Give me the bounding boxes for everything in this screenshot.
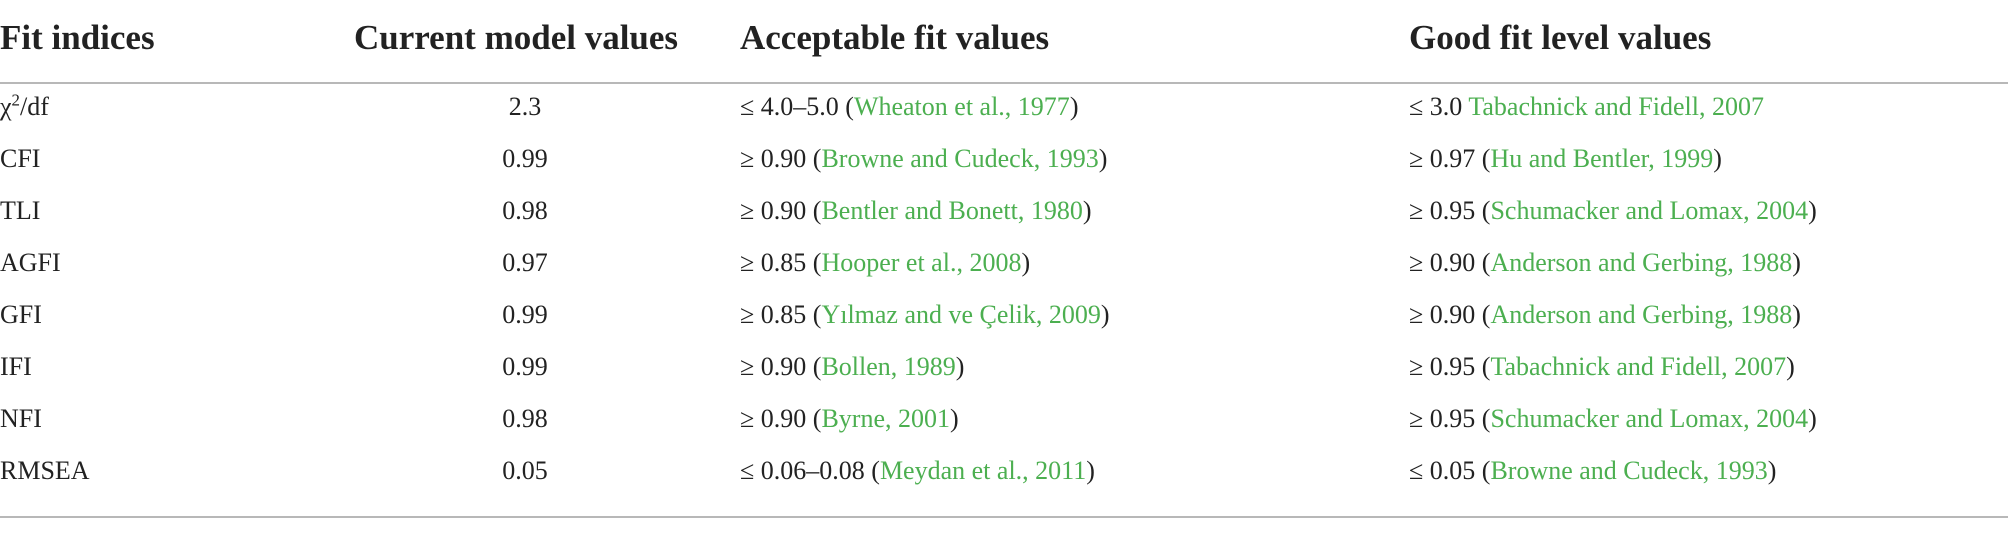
good-threshold: ≥ 0.90 ( bbox=[1409, 248, 1491, 277]
good-reference-link[interactable]: Tabachnick and Fidell, 2007 bbox=[1468, 92, 1764, 121]
acceptable-fit-value: ≥ 0.90 (Byrne, 2001) bbox=[740, 398, 959, 450]
table-body: χ2/df 2.3 ≤ 4.0–5.0 (Wheaton et al., 197… bbox=[0, 86, 2008, 502]
acceptable-close-paren: ) bbox=[1086, 456, 1095, 485]
fit-index-name: RMSEA bbox=[0, 456, 90, 485]
good-threshold: ≥ 0.90 ( bbox=[1409, 300, 1491, 329]
acceptable-reference-link[interactable]: Bollen, 1989 bbox=[821, 352, 956, 381]
good-fit-value: ≥ 0.90 (Anderson and Gerbing, 1988) bbox=[1409, 294, 1801, 346]
fit-index-name: GFI bbox=[0, 300, 42, 329]
header-good-fit-level-values: Good fit level values bbox=[1409, 18, 1712, 57]
good-close-paren: ) bbox=[1786, 352, 1795, 381]
good-close-paren: ) bbox=[1792, 300, 1801, 329]
fit-index-name: χ2/df bbox=[0, 86, 49, 138]
current-model-value: 0.99 bbox=[502, 352, 548, 381]
good-reference-link[interactable]: Hu and Bentler, 1999 bbox=[1490, 144, 1714, 173]
header-fit-indices: Fit indices bbox=[0, 18, 155, 57]
table-row: GFI 0.99 ≥ 0.85 (Yılmaz and ve Çelik, 20… bbox=[0, 294, 2008, 346]
acceptable-threshold: ≤ 0.06–0.08 ( bbox=[740, 456, 880, 485]
table-row: AGFI 0.97 ≥ 0.85 (Hooper et al., 2008) ≥… bbox=[0, 242, 2008, 294]
good-fit-value: ≥ 0.95 (Schumacker and Lomax, 2004) bbox=[1409, 398, 1817, 450]
table-row: NFI 0.98 ≥ 0.90 (Byrne, 2001) ≥ 0.95 (Sc… bbox=[0, 398, 2008, 450]
good-close-paren: ) bbox=[1767, 456, 1777, 485]
good-threshold: ≤ 0.05 ( bbox=[1409, 456, 1491, 485]
good-reference-link[interactable]: Browne and Cudeck, 1993 bbox=[1490, 456, 1768, 485]
fit-index-name: AGFI bbox=[0, 248, 61, 277]
acceptable-fit-value: ≤ 4.0–5.0 (Wheaton et al., 1977) bbox=[740, 86, 1078, 138]
acceptable-close-paren: ) bbox=[949, 404, 959, 433]
good-fit-value: ≥ 0.95 (Schumacker and Lomax, 2004) bbox=[1409, 190, 1817, 242]
good-threshold: ≥ 0.95 ( bbox=[1409, 352, 1491, 381]
good-close-paren: ) bbox=[1808, 404, 1817, 433]
fit-index-name: NFI bbox=[0, 404, 42, 433]
fit-index-name: IFI bbox=[0, 352, 32, 381]
acceptable-close-paren: ) bbox=[1098, 144, 1108, 173]
good-threshold: ≥ 0.97 ( bbox=[1409, 144, 1491, 173]
good-close-paren: ) bbox=[1713, 144, 1722, 173]
table-header-row: Fit indices Current model values Accepta… bbox=[0, 0, 2008, 84]
acceptable-reference-link[interactable]: Byrne, 2001 bbox=[821, 404, 950, 433]
good-threshold: ≥ 0.95 ( bbox=[1409, 196, 1491, 225]
good-threshold: ≥ 0.95 ( bbox=[1409, 404, 1491, 433]
current-model-value: 0.99 bbox=[502, 144, 548, 173]
acceptable-fit-value: ≥ 0.85 (Yılmaz and ve Çelik, 2009) bbox=[740, 294, 1110, 346]
table-row: RMSEA 0.05 ≤ 0.06–0.08 (Meydan et al., 2… bbox=[0, 450, 2008, 502]
acceptable-close-paren: ) bbox=[1069, 92, 1079, 121]
acceptable-threshold: ≥ 0.90 ( bbox=[740, 196, 822, 225]
good-reference-link[interactable]: Schumacker and Lomax, 2004 bbox=[1490, 404, 1809, 433]
good-close-paren: ) bbox=[1808, 196, 1817, 225]
acceptable-threshold: ≥ 0.85 ( bbox=[740, 300, 822, 329]
current-model-value: 0.99 bbox=[502, 300, 548, 329]
acceptable-reference-link[interactable]: Yılmaz and ve Çelik, 2009 bbox=[821, 300, 1101, 329]
acceptable-fit-value: ≥ 0.90 (Browne and Cudeck, 1993) bbox=[740, 138, 1107, 190]
fit-index-superscript: 2 bbox=[11, 90, 20, 110]
acceptable-close-paren: ) bbox=[1021, 248, 1031, 277]
current-model-value: 0.97 bbox=[502, 248, 548, 277]
acceptable-reference-link[interactable]: Bentler and Bonett, 1980 bbox=[821, 196, 1083, 225]
good-reference-link[interactable]: Tabachnick and Fidell, 2007 bbox=[1490, 352, 1787, 381]
fit-index-name: CFI bbox=[0, 144, 41, 173]
acceptable-fit-value: ≥ 0.90 (Bentler and Bonett, 1980) bbox=[740, 190, 1092, 242]
acceptable-close-paren: ) bbox=[1082, 196, 1092, 225]
acceptable-reference-link[interactable]: Hooper et al., 2008 bbox=[821, 248, 1022, 277]
acceptable-threshold: ≥ 0.85 ( bbox=[740, 248, 822, 277]
table-row: IFI 0.99 ≥ 0.90 (Bollen, 1989) ≥ 0.95 (T… bbox=[0, 346, 2008, 398]
table-row: TLI 0.98 ≥ 0.90 (Bentler and Bonett, 198… bbox=[0, 190, 2008, 242]
acceptable-threshold: ≥ 0.90 ( bbox=[740, 404, 822, 433]
acceptable-fit-value: ≤ 0.06–0.08 (Meydan et al., 2011) bbox=[740, 450, 1095, 502]
header-current-model-values: Current model values bbox=[354, 18, 679, 57]
table-row: χ2/df 2.3 ≤ 4.0–5.0 (Wheaton et al., 197… bbox=[0, 86, 2008, 138]
good-fit-value: ≥ 0.90 (Anderson and Gerbing, 1988) bbox=[1409, 242, 1801, 294]
acceptable-reference-link[interactable]: Browne and Cudeck, 1993 bbox=[821, 144, 1099, 173]
acceptable-close-paren: ) bbox=[955, 352, 965, 381]
good-close-paren: ) bbox=[1792, 248, 1801, 277]
current-model-value: 0.98 bbox=[502, 196, 548, 225]
acceptable-threshold: ≤ 4.0–5.0 ( bbox=[740, 92, 854, 121]
current-model-value: 0.05 bbox=[502, 456, 548, 485]
table-bottom-rule bbox=[0, 516, 2008, 518]
acceptable-fit-value: ≥ 0.90 (Bollen, 1989) bbox=[740, 346, 964, 398]
acceptable-close-paren: ) bbox=[1100, 300, 1110, 329]
acceptable-reference-link[interactable]: Wheaton et al., 1977 bbox=[853, 92, 1070, 121]
good-fit-value: ≤ 0.05 (Browne and Cudeck, 1993) bbox=[1409, 450, 1776, 502]
fit-index-name: TLI bbox=[0, 196, 41, 225]
acceptable-reference-link[interactable]: Meydan et al., 2011 bbox=[879, 456, 1087, 485]
good-reference-link[interactable]: Anderson and Gerbing, 1988 bbox=[1490, 248, 1793, 277]
acceptable-threshold: ≥ 0.90 ( bbox=[740, 352, 822, 381]
good-fit-value: ≥ 0.97 (Hu and Bentler, 1999) bbox=[1409, 138, 1722, 190]
fit-index-symbol: χ bbox=[0, 92, 12, 121]
good-reference-link[interactable]: Schumacker and Lomax, 2004 bbox=[1490, 196, 1809, 225]
current-model-value: 0.98 bbox=[502, 404, 548, 433]
good-reference-link[interactable]: Anderson and Gerbing, 1988 bbox=[1490, 300, 1793, 329]
acceptable-threshold: ≥ 0.90 ( bbox=[740, 144, 822, 173]
table-row: CFI 0.99 ≥ 0.90 (Browne and Cudeck, 1993… bbox=[0, 138, 2008, 190]
good-threshold: ≤ 3.0 bbox=[1409, 92, 1469, 121]
current-model-value: 2.3 bbox=[508, 92, 542, 121]
good-fit-value: ≤ 3.0 Tabachnick and Fidell, 2007 bbox=[1409, 86, 1764, 138]
fit-index-suffix: /df bbox=[20, 92, 49, 121]
good-fit-value: ≥ 0.95 (Tabachnick and Fidell, 2007) bbox=[1409, 346, 1795, 398]
acceptable-fit-value: ≥ 0.85 (Hooper et al., 2008) bbox=[740, 242, 1030, 294]
header-acceptable-fit-values: Acceptable fit values bbox=[740, 18, 1050, 57]
